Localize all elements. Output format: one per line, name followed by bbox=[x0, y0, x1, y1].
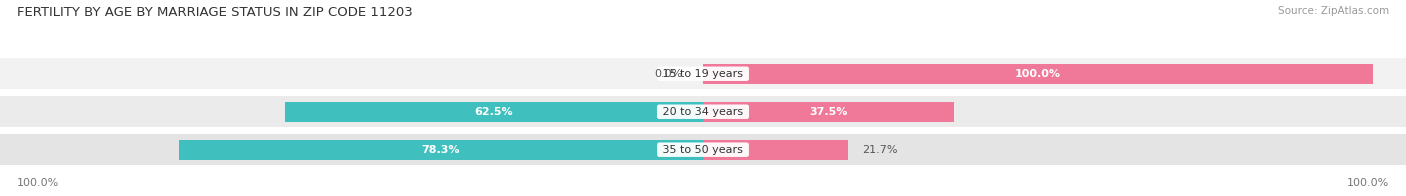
Bar bbox=[0, 134, 1406, 165]
Text: 0.0%: 0.0% bbox=[655, 69, 683, 79]
Bar bbox=[0, 96, 1406, 127]
Text: 37.5%: 37.5% bbox=[810, 107, 848, 117]
Bar bbox=[0, 134, 1406, 165]
Bar bbox=[0, 96, 1406, 127]
Bar bbox=[179, 140, 703, 160]
Text: 78.3%: 78.3% bbox=[422, 145, 460, 155]
Text: Source: ZipAtlas.com: Source: ZipAtlas.com bbox=[1278, 6, 1389, 16]
Bar bbox=[703, 64, 1372, 84]
Text: 35 to 50 years: 35 to 50 years bbox=[659, 145, 747, 155]
Text: 100.0%: 100.0% bbox=[17, 178, 59, 188]
Bar bbox=[0, 58, 1406, 89]
Bar bbox=[703, 140, 848, 160]
Bar bbox=[284, 102, 703, 122]
Bar bbox=[0, 58, 1406, 89]
Text: 100.0%: 100.0% bbox=[1347, 178, 1389, 188]
Text: 100.0%: 100.0% bbox=[1015, 69, 1060, 79]
Text: 62.5%: 62.5% bbox=[474, 107, 513, 117]
Bar bbox=[703, 102, 955, 122]
Text: FERTILITY BY AGE BY MARRIAGE STATUS IN ZIP CODE 11203: FERTILITY BY AGE BY MARRIAGE STATUS IN Z… bbox=[17, 6, 412, 19]
Text: 21.7%: 21.7% bbox=[862, 145, 897, 155]
Text: 15 to 19 years: 15 to 19 years bbox=[659, 69, 747, 79]
Text: 20 to 34 years: 20 to 34 years bbox=[659, 107, 747, 117]
